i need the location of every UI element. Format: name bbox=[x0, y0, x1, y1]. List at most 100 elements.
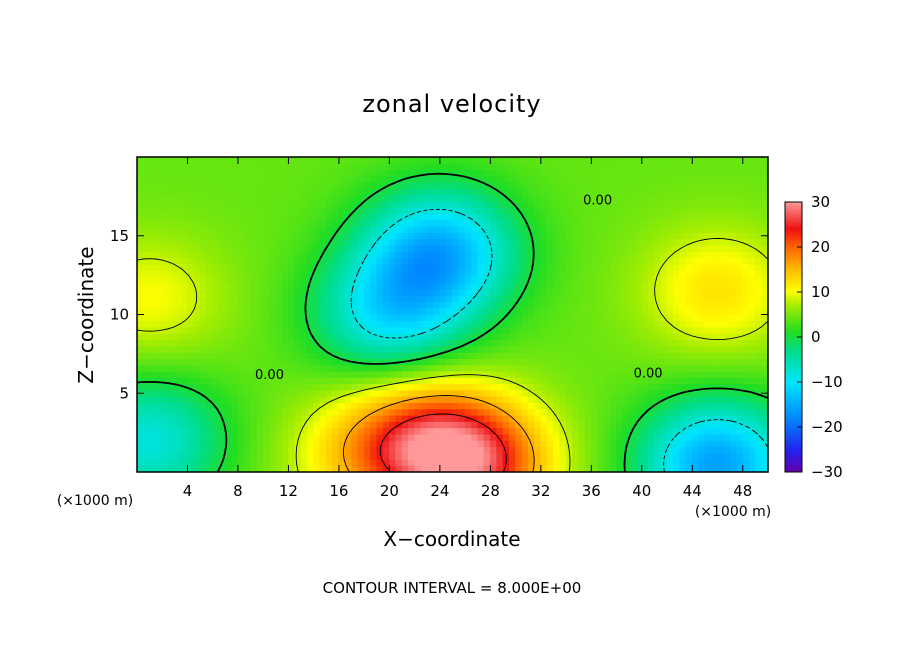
heatmap-cell bbox=[313, 326, 321, 334]
heatmap-cell bbox=[161, 307, 169, 315]
heatmap-cell bbox=[143, 421, 150, 429]
heatmap-cell bbox=[679, 421, 687, 429]
heatmap-cell bbox=[168, 326, 176, 334]
heatmap-cell bbox=[408, 314, 415, 322]
heatmap-cell bbox=[395, 320, 403, 328]
heatmap-cell bbox=[395, 289, 403, 296]
heatmap-cell bbox=[515, 163, 523, 170]
heatmap-cell bbox=[332, 219, 340, 227]
heatmap-cell bbox=[559, 333, 567, 340]
heatmap-cell bbox=[414, 238, 422, 246]
heatmap-cell bbox=[546, 459, 554, 466]
heatmap-cell bbox=[723, 345, 731, 353]
heatmap-cell bbox=[584, 345, 592, 353]
heatmap-cell bbox=[471, 181, 479, 189]
heatmap-cell bbox=[382, 433, 390, 441]
heatmap-cell bbox=[363, 314, 371, 322]
heatmap-cell bbox=[363, 289, 371, 296]
heatmap-cell bbox=[660, 175, 668, 183]
heatmap-cell bbox=[426, 358, 434, 366]
heatmap-cell bbox=[508, 339, 516, 347]
heatmap-cell bbox=[363, 389, 371, 397]
heatmap-cell bbox=[231, 326, 239, 334]
heatmap-cell bbox=[439, 364, 447, 372]
heatmap-cell bbox=[307, 169, 314, 177]
heatmap-cell bbox=[143, 333, 150, 340]
heatmap-cell bbox=[288, 421, 296, 429]
heatmap-cell bbox=[572, 219, 579, 227]
heatmap-cell bbox=[180, 244, 188, 252]
heatmap-cell bbox=[559, 194, 567, 202]
heatmap-cell bbox=[673, 244, 680, 252]
heatmap-cell bbox=[717, 307, 725, 315]
heatmap-cell bbox=[408, 194, 415, 202]
heatmap-cell bbox=[717, 219, 725, 227]
heatmap-cell bbox=[729, 219, 737, 227]
heatmap-cell bbox=[628, 396, 636, 403]
heatmap-cell bbox=[597, 440, 605, 448]
heatmap-cell bbox=[237, 282, 245, 290]
heatmap-cell bbox=[565, 333, 573, 340]
heatmap-cell bbox=[710, 169, 718, 177]
heatmap-cell bbox=[685, 389, 693, 397]
heatmap-cell bbox=[452, 169, 460, 177]
heatmap-cell bbox=[477, 157, 485, 164]
heatmap-cell bbox=[515, 188, 523, 196]
heatmap-cell bbox=[237, 251, 245, 259]
heatmap-cell bbox=[641, 307, 649, 315]
heatmap-cell bbox=[546, 251, 554, 259]
heatmap-cell bbox=[294, 415, 302, 422]
heatmap-cell bbox=[559, 415, 567, 422]
heatmap-cell bbox=[565, 345, 573, 353]
heatmap-cell bbox=[452, 314, 460, 322]
heatmap-cell bbox=[174, 370, 182, 378]
heatmap-cell bbox=[307, 421, 314, 429]
heatmap-cell bbox=[698, 263, 706, 271]
heatmap-cell bbox=[206, 326, 214, 334]
heatmap-cell bbox=[155, 200, 163, 208]
heatmap-cell bbox=[635, 157, 643, 164]
heatmap-cell bbox=[622, 307, 630, 315]
heatmap-cell bbox=[578, 263, 586, 271]
heatmap-cell bbox=[218, 163, 226, 170]
heatmap-cell bbox=[338, 157, 346, 164]
heatmap-cell bbox=[748, 251, 756, 259]
heatmap-cell bbox=[143, 314, 150, 322]
heatmap-cell bbox=[281, 383, 289, 391]
heatmap-cell bbox=[761, 408, 768, 416]
heatmap-cell bbox=[609, 402, 617, 410]
heatmap-cell bbox=[572, 370, 579, 378]
heatmap-cell bbox=[490, 219, 497, 227]
heatmap-cell bbox=[736, 263, 744, 271]
heatmap-cell bbox=[609, 408, 617, 416]
heatmap-cell bbox=[382, 244, 390, 252]
heatmap-cell bbox=[326, 452, 333, 460]
heatmap-cell bbox=[704, 415, 712, 422]
heatmap-cell bbox=[710, 333, 718, 340]
heatmap-cell bbox=[300, 352, 308, 359]
heatmap-cell bbox=[370, 181, 378, 189]
heatmap-cell bbox=[382, 320, 390, 328]
heatmap-cell bbox=[565, 188, 573, 196]
heatmap-cell bbox=[199, 459, 207, 466]
heatmap-cell bbox=[199, 307, 207, 315]
heatmap-cell bbox=[155, 389, 163, 397]
heatmap-cell bbox=[187, 194, 195, 202]
heatmap-cell bbox=[243, 440, 251, 448]
heatmap-cell bbox=[635, 326, 643, 334]
heatmap-cell bbox=[578, 333, 586, 340]
heatmap-cell bbox=[363, 427, 371, 435]
heatmap-cell bbox=[452, 238, 460, 246]
heatmap-cell bbox=[490, 459, 497, 466]
heatmap-cell bbox=[490, 207, 497, 214]
heatmap-cell bbox=[288, 219, 296, 227]
heatmap-cell bbox=[736, 314, 744, 322]
heatmap-cell bbox=[206, 440, 214, 448]
heatmap-cell bbox=[275, 301, 283, 309]
heatmap-cell bbox=[250, 251, 258, 259]
heatmap-cell bbox=[452, 333, 460, 340]
heatmap-cell bbox=[250, 459, 258, 466]
heatmap-cell bbox=[578, 194, 586, 202]
heatmap-cell bbox=[483, 307, 491, 315]
heatmap-cell bbox=[433, 207, 441, 214]
